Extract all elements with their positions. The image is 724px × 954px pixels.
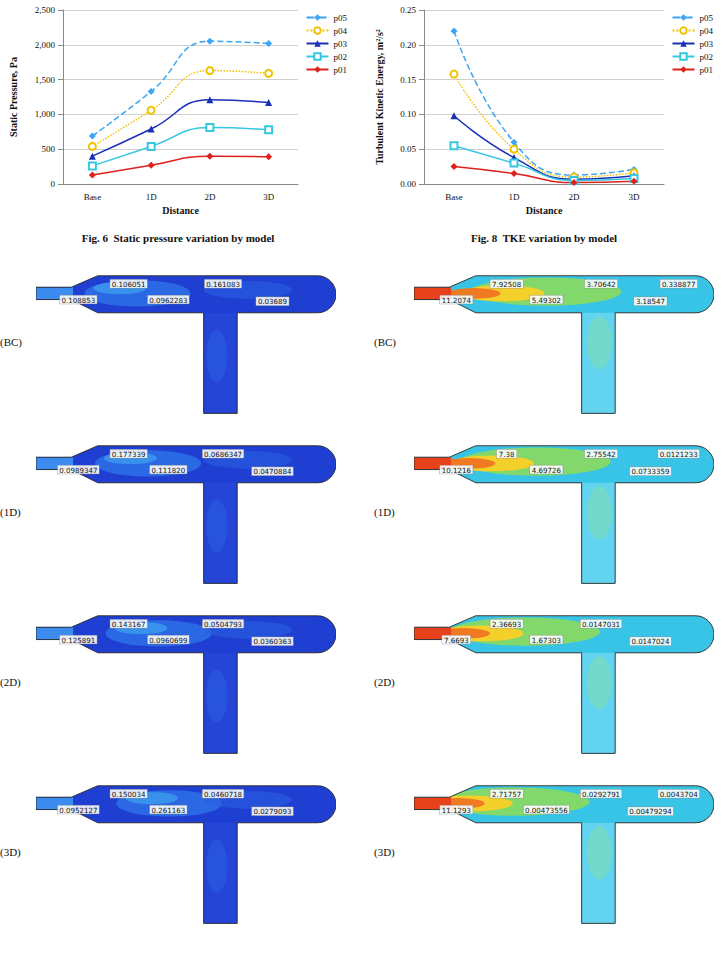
- svg-text:0.111820: 0.111820: [152, 466, 186, 475]
- svg-text:2,500: 2,500: [35, 5, 56, 15]
- svg-text:0.0962283: 0.0962283: [149, 296, 187, 305]
- svg-text:5.49302: 5.49302: [532, 296, 561, 305]
- svg-text:0.0360363: 0.0360363: [253, 637, 291, 646]
- svg-text:1,000: 1,000: [35, 109, 56, 119]
- svg-text:0.0279093: 0.0279093: [253, 807, 291, 816]
- svg-text:500: 500: [42, 144, 56, 154]
- svg-text:0.143167: 0.143167: [112, 620, 146, 629]
- svg-text:0.150034: 0.150034: [112, 790, 146, 799]
- svg-text:10.1216: 10.1216: [442, 466, 472, 475]
- svg-text:2.71757: 2.71757: [492, 790, 521, 799]
- svg-text:p03: p03: [700, 39, 714, 49]
- svg-text:0.0952127: 0.0952127: [59, 806, 97, 815]
- html-text:(3D): (3D): [374, 846, 395, 858]
- svg-text:0.0504793: 0.0504793: [204, 620, 242, 629]
- svg-text:p05: p05: [700, 13, 714, 23]
- svg-text:0.20: 0.20: [400, 40, 416, 50]
- svg-text:0.106051: 0.106051: [112, 280, 146, 289]
- html-text:(1D): (1D): [374, 506, 395, 518]
- svg-text:3.70642: 3.70642: [586, 280, 615, 289]
- svg-text:0.03689: 0.03689: [258, 297, 287, 306]
- svg-text:p04: p04: [334, 26, 348, 36]
- svg-text:0.0147031: 0.0147031: [582, 620, 620, 629]
- svg-text:3.18547: 3.18547: [636, 297, 665, 306]
- svg-text:3D: 3D: [629, 192, 641, 202]
- svg-text:0.261163: 0.261163: [152, 806, 186, 815]
- svg-text:4.69726: 4.69726: [532, 466, 562, 475]
- svg-text:0.15: 0.15: [400, 75, 416, 85]
- html-text:(2D): (2D): [374, 676, 395, 688]
- svg-text:1,500: 1,500: [35, 75, 56, 85]
- svg-text:0.0470884: 0.0470884: [253, 467, 292, 476]
- svg-text:p05: p05: [334, 13, 348, 23]
- svg-text:Turbulent Kinetic Energy, m²/s: Turbulent Kinetic Energy, m²/s²: [374, 29, 385, 165]
- svg-text:Fig. 6 Static pressure variat: Fig. 6 Static pressure variation by mode…: [82, 232, 275, 244]
- svg-text:0.0292791: 0.0292791: [582, 790, 620, 799]
- svg-text:7.6693: 7.6693: [444, 636, 469, 645]
- svg-text:0.10: 0.10: [400, 109, 416, 119]
- svg-text:2D: 2D: [569, 192, 581, 202]
- svg-text:0.125891: 0.125891: [62, 636, 96, 645]
- svg-text:11.2074: 11.2074: [442, 296, 472, 305]
- svg-text:0.25: 0.25: [400, 5, 416, 15]
- svg-text:1.67303: 1.67303: [532, 636, 561, 645]
- svg-text:0.0460718: 0.0460718: [204, 790, 242, 799]
- html-text:(BC): (BC): [374, 336, 396, 348]
- svg-text:p02: p02: [700, 52, 714, 62]
- svg-text:Fig. 8 TKE variation by model: Fig. 8 TKE variation by model: [471, 232, 617, 244]
- svg-text:0.0960699: 0.0960699: [149, 636, 187, 645]
- svg-text:0.00473556: 0.00473556: [525, 806, 568, 815]
- html-text:(2D): (2D): [0, 676, 21, 688]
- svg-text:0.00: 0.00: [400, 179, 416, 189]
- svg-text:1D: 1D: [146, 192, 158, 202]
- svg-text:p04: p04: [700, 26, 714, 36]
- svg-text:p01: p01: [334, 65, 348, 75]
- svg-text:p03: p03: [334, 39, 348, 49]
- svg-text:2,000: 2,000: [35, 40, 56, 50]
- svg-text:0.0147024: 0.0147024: [631, 637, 670, 646]
- svg-text:1D: 1D: [509, 192, 521, 202]
- svg-text:2.36693: 2.36693: [492, 620, 521, 629]
- svg-text:0.00479294: 0.00479294: [629, 807, 672, 816]
- svg-text:0.0989347: 0.0989347: [59, 466, 97, 475]
- svg-text:p02: p02: [334, 52, 348, 62]
- svg-text:0.05: 0.05: [400, 144, 416, 154]
- svg-text:2D: 2D: [204, 192, 216, 202]
- html-text:(BC): (BC): [0, 336, 22, 348]
- svg-text:0.0121233: 0.0121233: [660, 450, 698, 459]
- svg-text:Distance: Distance: [162, 205, 199, 216]
- svg-text:0.161083: 0.161083: [206, 280, 240, 289]
- html-text:(3D): (3D): [0, 846, 21, 858]
- svg-text:Distance: Distance: [526, 205, 563, 216]
- svg-text:0: 0: [51, 179, 56, 189]
- svg-text:Base: Base: [84, 192, 102, 202]
- svg-text:Static Pressure, Pa: Static Pressure, Pa: [8, 57, 19, 137]
- svg-text:7.38: 7.38: [499, 450, 515, 459]
- svg-text:0.0043704: 0.0043704: [660, 790, 699, 799]
- svg-text:Base: Base: [445, 192, 463, 202]
- svg-text:0.177339: 0.177339: [112, 450, 146, 459]
- svg-text:0.108853: 0.108853: [62, 296, 96, 305]
- svg-text:0.0686347: 0.0686347: [204, 450, 242, 459]
- svg-text:p01: p01: [700, 65, 714, 75]
- html-text:(1D): (1D): [0, 506, 21, 518]
- svg-text:0.0733359: 0.0733359: [631, 467, 669, 476]
- svg-text:2.75542: 2.75542: [586, 450, 615, 459]
- svg-text:0.338877: 0.338877: [662, 280, 696, 289]
- svg-text:7.92508: 7.92508: [492, 280, 521, 289]
- svg-text:3D: 3D: [263, 192, 275, 202]
- svg-text:11.1293: 11.1293: [442, 806, 471, 815]
